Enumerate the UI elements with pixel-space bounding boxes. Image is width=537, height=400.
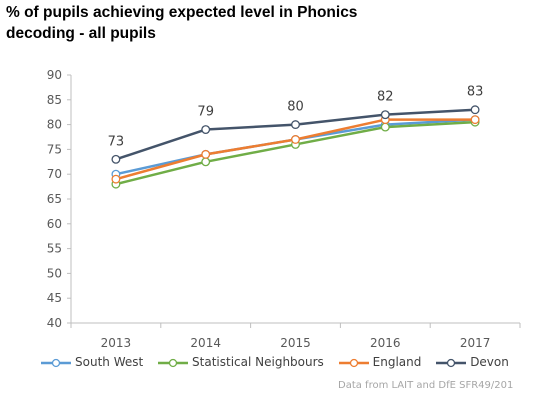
x-tick-label: 2017: [460, 336, 491, 350]
data-point: [470, 105, 480, 115]
legend-item-statistical-neighbours[interactable]: Statistical Neighbours: [157, 355, 324, 369]
data-point: [380, 110, 390, 120]
x-tick-label: 2016: [370, 336, 401, 350]
data-point: [111, 174, 121, 184]
source-note: Data from LAIT and DfE SFR49/201: [338, 380, 514, 391]
series-line-1: [114, 120, 477, 186]
x-tick-label: 2014: [190, 336, 221, 350]
chart-title: % of pupils achieving expected level in …: [6, 4, 358, 42]
y-tick-label: 85: [47, 93, 62, 107]
y-tick-labels: 90 85 80 75 70 65 60 55 50 45 40: [47, 68, 62, 330]
data-label: 73: [108, 134, 125, 149]
y-tick-label: 40: [47, 316, 62, 330]
y-tick-label: 45: [47, 291, 62, 305]
y-tick-label: 80: [47, 118, 62, 132]
data-point: [380, 122, 390, 132]
legend-item-south-west[interactable]: South West: [40, 355, 143, 369]
legend-marker-icon: [436, 358, 467, 368]
data-label: 80: [287, 100, 304, 115]
chart-legend: South West Statistical Neighbours Englan…: [40, 355, 519, 369]
y-tick-label: 75: [47, 142, 62, 156]
y-tick-label: 50: [47, 266, 62, 280]
data-point: [201, 149, 211, 159]
legend-marker-icon: [41, 358, 71, 368]
legend-marker-icon: [158, 358, 189, 368]
legend-label: South West: [75, 355, 144, 369]
x-tick-label: 2013: [101, 336, 132, 350]
legend-item-england[interactable]: England: [338, 355, 422, 369]
y-tick-label: 70: [47, 167, 62, 181]
legend-label: Statistical Neighbours: [192, 355, 324, 369]
series-line-3: [114, 108, 477, 161]
data-point: [291, 120, 300, 130]
chart-axes: [67, 74, 521, 328]
data-point: [291, 135, 300, 144]
y-tick-label: 55: [47, 242, 62, 256]
x-tick-label: 2015: [280, 336, 311, 350]
y-tick-label: 60: [47, 217, 62, 231]
data-label: 82: [377, 90, 394, 105]
data-point: [111, 154, 121, 164]
chart-series: [111, 105, 480, 189]
y-tick-label: 90: [47, 68, 62, 82]
data-point: [201, 125, 211, 135]
data-point: [470, 115, 480, 125]
legend-item-devon[interactable]: Devon: [435, 355, 509, 369]
data-label: 79: [197, 105, 214, 120]
x-tick-labels: 2013 2014 2015 2016 2017: [101, 336, 491, 350]
data-label: 83: [467, 85, 484, 100]
data-labels: 73 79 80 82 83: [108, 85, 484, 150]
legend-marker-icon: [338, 358, 369, 368]
y-tick-label: 65: [47, 192, 62, 206]
data-point: [201, 157, 211, 167]
legend-label: England: [372, 355, 422, 369]
legend-label: Devon: [470, 355, 509, 369]
